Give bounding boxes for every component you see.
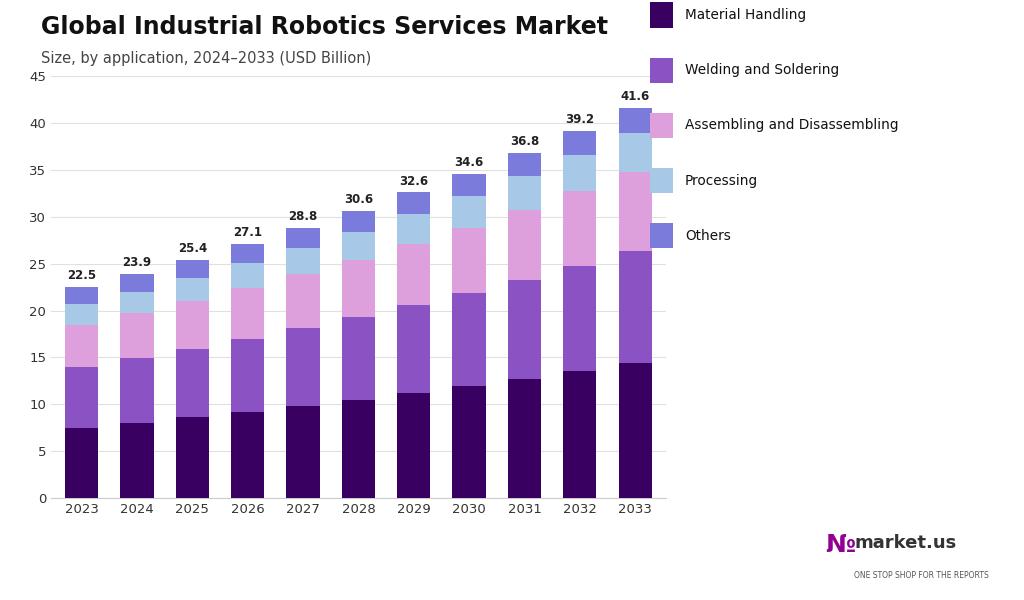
Bar	[508, 176, 541, 210]
Bar	[618, 251, 651, 363]
Bar	[342, 211, 375, 232]
Text: №: №	[825, 533, 855, 557]
Bar	[563, 155, 596, 191]
Bar	[453, 228, 485, 293]
Bar	[176, 301, 209, 349]
Bar	[563, 265, 596, 371]
Bar	[342, 400, 375, 498]
Bar	[121, 292, 154, 313]
Text: 30.6: 30.6	[344, 193, 373, 206]
Text: $41.6B: $41.6B	[527, 537, 658, 570]
Bar	[66, 287, 98, 304]
Bar	[453, 293, 485, 386]
Bar	[66, 428, 98, 498]
Bar	[121, 274, 154, 292]
Bar	[287, 228, 319, 248]
Text: 27.1: 27.1	[233, 226, 262, 239]
Bar	[121, 423, 154, 498]
Bar	[231, 244, 264, 263]
Bar	[508, 210, 541, 280]
Text: 36.8: 36.8	[510, 136, 539, 148]
Text: Assembling and Disassembling: Assembling and Disassembling	[685, 118, 898, 133]
Bar	[508, 153, 541, 176]
Bar	[563, 130, 596, 155]
Bar	[66, 304, 98, 325]
Text: Processing: Processing	[685, 173, 758, 188]
Bar	[287, 248, 319, 274]
Bar	[453, 173, 485, 196]
Bar	[342, 317, 375, 400]
Bar	[618, 172, 651, 251]
Bar	[397, 193, 430, 214]
Bar	[397, 214, 430, 244]
Bar	[176, 349, 209, 418]
Bar	[508, 379, 541, 498]
Text: Material Handling: Material Handling	[685, 8, 806, 22]
Text: Global Industrial Robotics Services Market: Global Industrial Robotics Services Mark…	[41, 15, 608, 39]
Bar	[397, 305, 430, 393]
Bar	[618, 363, 651, 498]
Bar	[508, 280, 541, 379]
Text: Welding and Soldering: Welding and Soldering	[685, 63, 840, 77]
Bar	[287, 274, 319, 328]
Bar	[66, 367, 98, 428]
Text: Size, by application, 2024–2033 (USD Billion): Size, by application, 2024–2033 (USD Bil…	[41, 51, 372, 66]
Bar	[618, 108, 651, 133]
Bar	[231, 288, 264, 338]
Bar	[176, 418, 209, 498]
Text: market.us: market.us	[854, 534, 956, 552]
Text: The Market will Grow
At the CAGR of:: The Market will Grow At the CAGR of:	[26, 538, 174, 569]
Bar	[453, 196, 485, 228]
Text: 32.6: 32.6	[399, 175, 428, 188]
Text: ONE STOP SHOP FOR THE REPORTS: ONE STOP SHOP FOR THE REPORTS	[854, 571, 989, 580]
Bar	[287, 406, 319, 498]
Bar	[618, 133, 651, 172]
Bar	[66, 325, 98, 367]
Bar	[342, 260, 375, 317]
Text: The Forecasted Market
Size for 2033 in USD:: The Forecasted Market Size for 2033 in U…	[312, 538, 474, 569]
Text: 6.35%: 6.35%	[179, 537, 295, 570]
Text: 28.8: 28.8	[289, 211, 317, 223]
Bar	[287, 328, 319, 406]
Bar	[176, 278, 209, 301]
Bar	[231, 412, 264, 498]
Bar	[342, 232, 375, 260]
Text: 23.9: 23.9	[123, 256, 152, 269]
Text: 41.6: 41.6	[621, 91, 650, 103]
Bar	[397, 244, 430, 305]
Text: Others: Others	[685, 229, 731, 243]
Bar	[121, 358, 154, 423]
Bar	[563, 191, 596, 265]
Bar	[231, 338, 264, 412]
Text: 34.6: 34.6	[455, 156, 483, 169]
Bar	[397, 393, 430, 498]
Text: 39.2: 39.2	[565, 113, 594, 126]
Text: 22.5: 22.5	[68, 269, 96, 283]
Bar	[231, 263, 264, 288]
Bar	[176, 260, 209, 278]
Bar	[121, 313, 154, 358]
Bar	[453, 386, 485, 498]
Text: 25.4: 25.4	[178, 242, 207, 255]
Bar	[563, 371, 596, 498]
